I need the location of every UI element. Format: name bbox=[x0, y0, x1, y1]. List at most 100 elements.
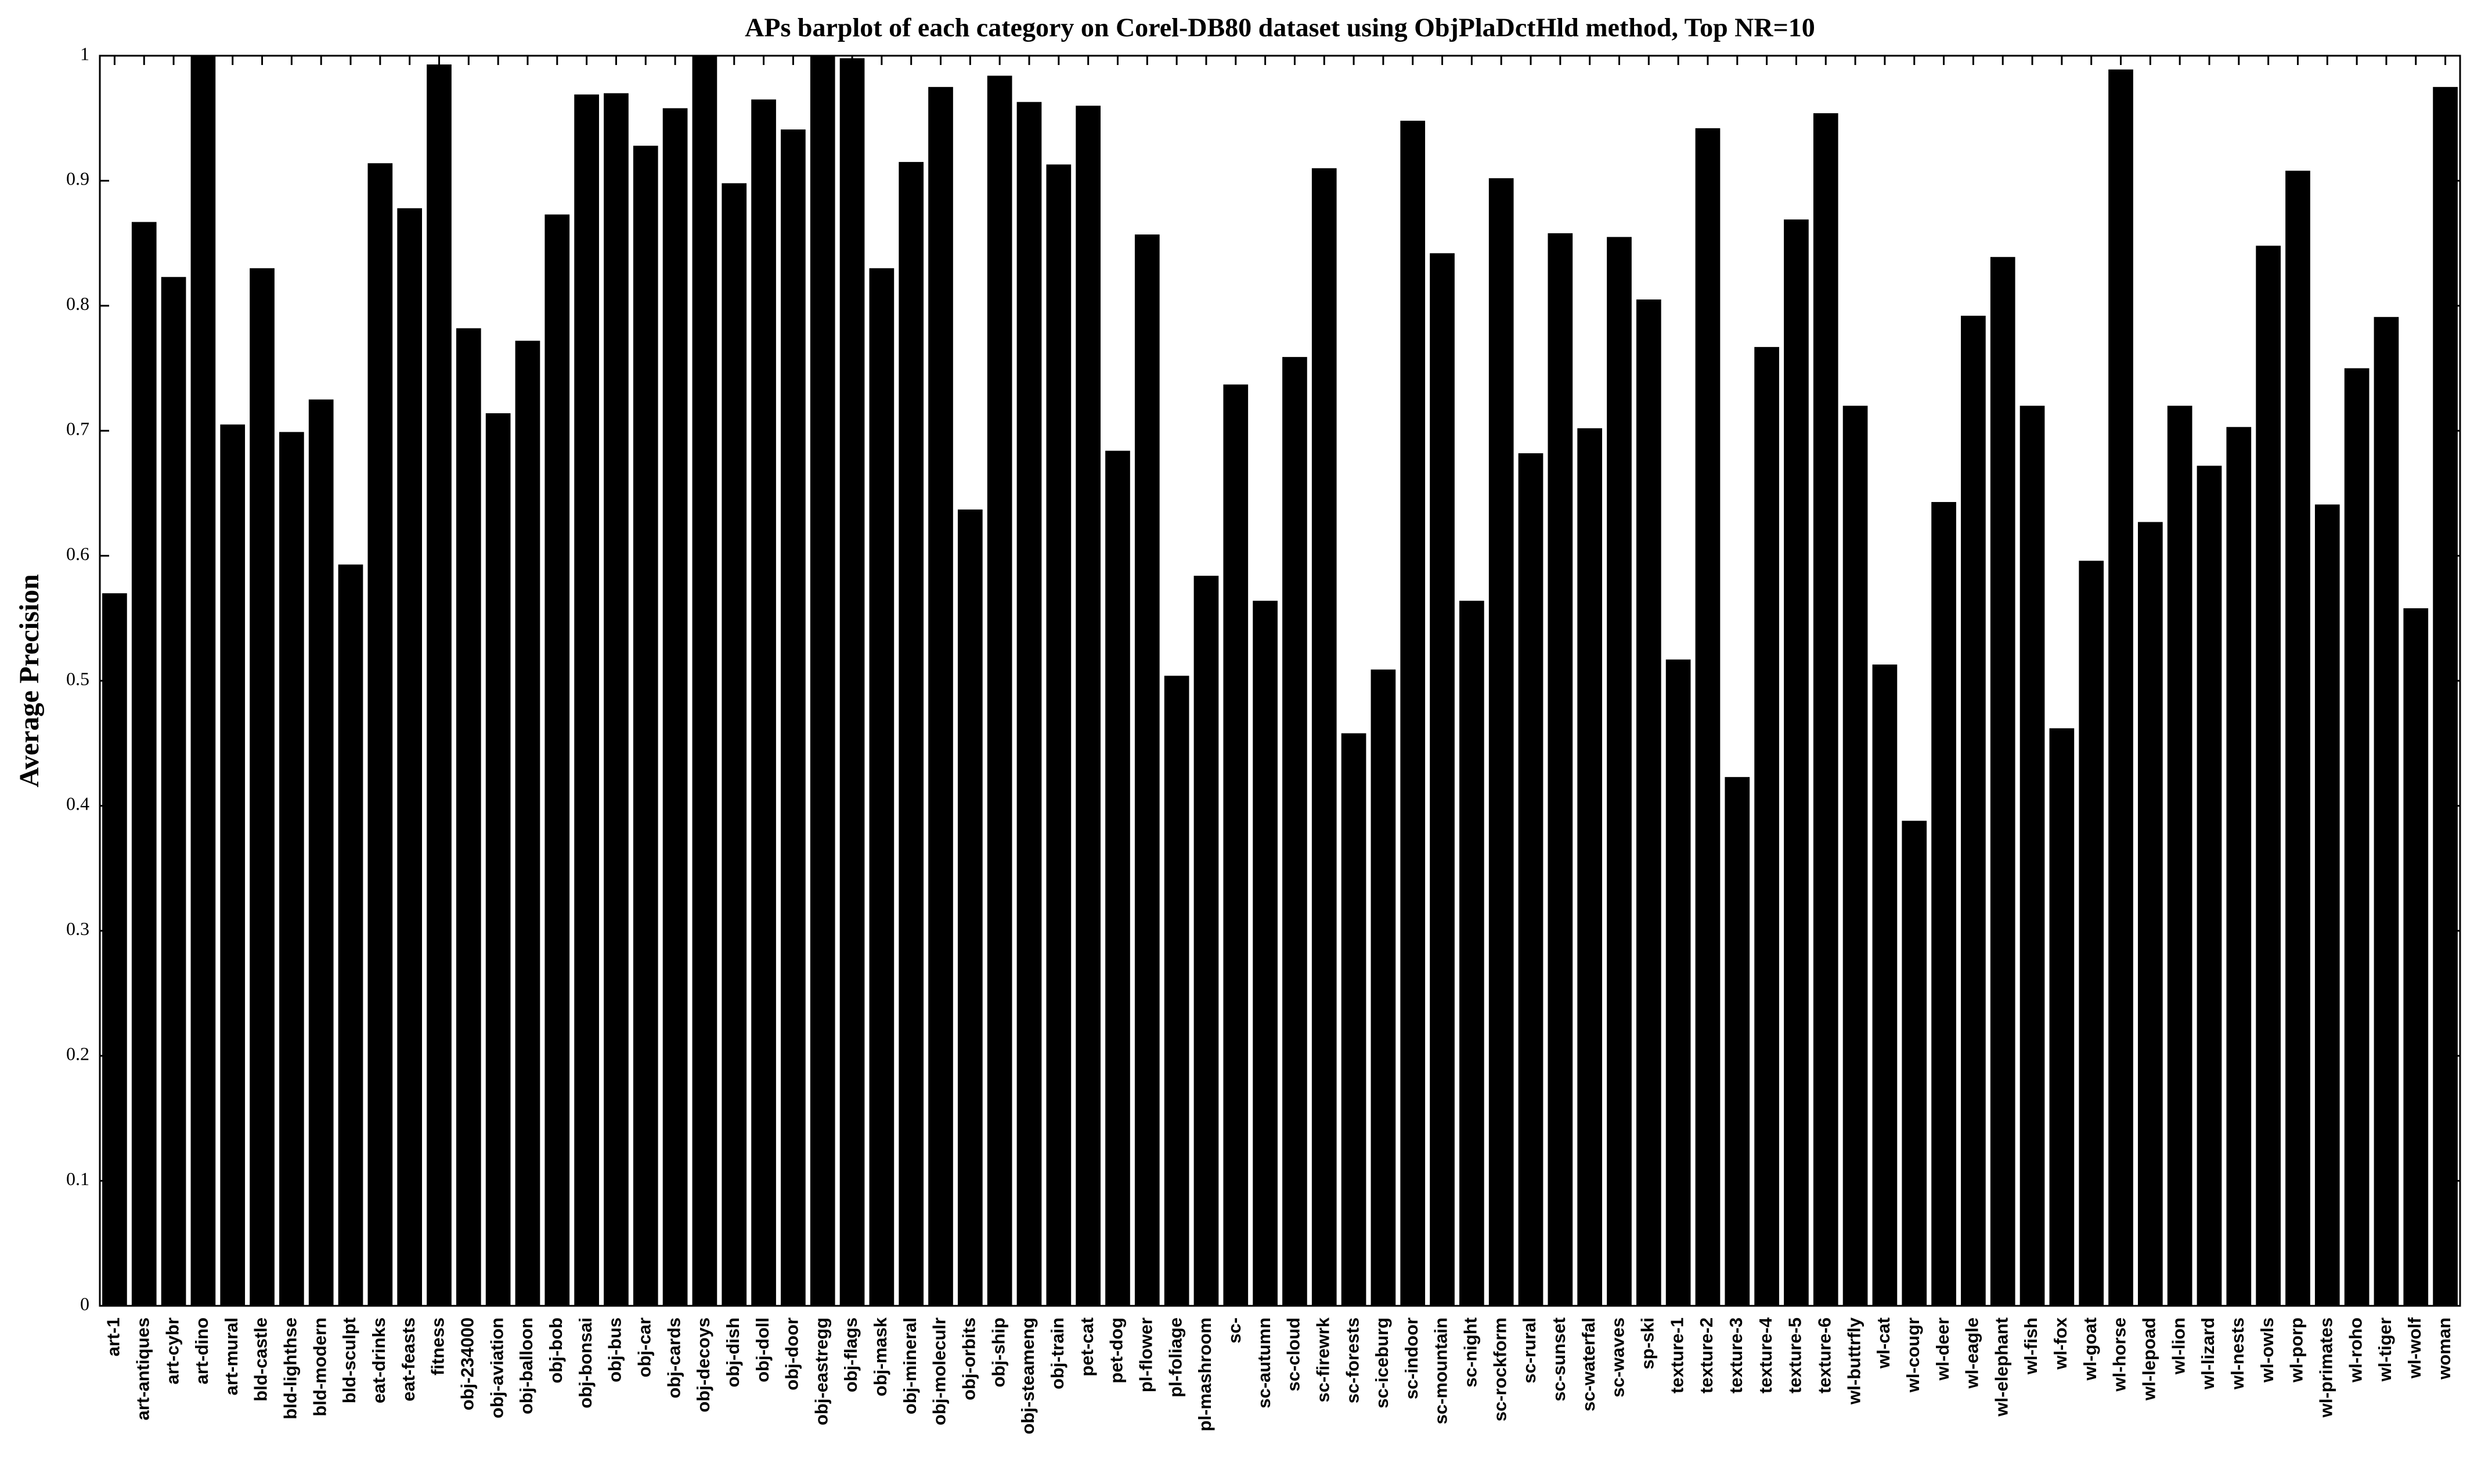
x-tick-label: texture-2 bbox=[1696, 1317, 1716, 1393]
bar bbox=[102, 593, 127, 1306]
bar bbox=[456, 328, 481, 1306]
bar bbox=[2108, 69, 2133, 1306]
bar bbox=[2226, 427, 2252, 1306]
bar bbox=[1459, 601, 1484, 1306]
bar bbox=[131, 222, 157, 1306]
bar bbox=[1784, 219, 1809, 1306]
x-tick-label: obj-bob bbox=[546, 1317, 566, 1384]
x-tick-label: wl-elephant bbox=[1991, 1317, 2011, 1417]
bar bbox=[190, 56, 216, 1306]
x-tick-label: art-mural bbox=[221, 1317, 241, 1395]
x-tick-label: sc-sunset bbox=[1549, 1317, 1569, 1402]
bar bbox=[1371, 669, 1396, 1306]
x-tick-label: sc-iceburg bbox=[1372, 1317, 1392, 1409]
x-tick-label: wl-wolf bbox=[2404, 1317, 2425, 1379]
bar bbox=[781, 129, 806, 1306]
x-tick-label: wl-deer bbox=[1932, 1317, 1953, 1381]
bar bbox=[1134, 234, 1160, 1306]
x-tick-label: obj-orbits bbox=[959, 1317, 979, 1400]
bar bbox=[839, 58, 865, 1306]
x-tick-label: wl-primates bbox=[2316, 1317, 2336, 1418]
y-tick-label: 0.1 bbox=[66, 1168, 89, 1189]
x-tick-label: obj-decoys bbox=[693, 1317, 713, 1413]
x-tick-label: wl-owls bbox=[2257, 1317, 2277, 1383]
x-tick-label: art-1 bbox=[103, 1317, 124, 1356]
x-tick-label: wl-fox bbox=[2050, 1317, 2071, 1370]
bar bbox=[1253, 601, 1278, 1306]
x-tick-label: wl-tiger bbox=[2375, 1317, 2395, 1382]
y-tick-label: 0.4 bbox=[66, 793, 89, 814]
bar bbox=[1872, 664, 1898, 1306]
x-tick-label: sc-rural bbox=[1519, 1317, 1539, 1384]
x-tick-label: sc-waterfal bbox=[1578, 1317, 1599, 1411]
y-axis-label: Average Precision bbox=[14, 574, 45, 787]
x-tick-label: wl-goat bbox=[2080, 1317, 2100, 1381]
bar bbox=[1430, 253, 1455, 1306]
bar bbox=[2019, 406, 2045, 1306]
bar bbox=[987, 75, 1012, 1306]
bar bbox=[2433, 86, 2458, 1306]
x-tick-label: obj-bus bbox=[605, 1317, 625, 1382]
x-tick-label: obj-door bbox=[782, 1317, 802, 1391]
bar bbox=[1665, 659, 1691, 1306]
x-tick-label: obj-ship bbox=[988, 1317, 1008, 1388]
x-tick-label: wl-fish bbox=[2021, 1317, 2041, 1375]
bar bbox=[1577, 428, 1603, 1306]
bar bbox=[1842, 406, 1868, 1306]
x-tick-label: wl-buttrfly bbox=[1844, 1317, 1864, 1405]
x-tick-label: sc-night bbox=[1460, 1317, 1481, 1388]
bar bbox=[1400, 121, 1426, 1306]
bar bbox=[1548, 233, 1573, 1306]
x-tick-label: obj-balloon bbox=[516, 1317, 536, 1414]
bar bbox=[957, 509, 983, 1306]
x-tick-label: sp-ski bbox=[1638, 1317, 1658, 1370]
bar bbox=[1636, 299, 1661, 1306]
bar bbox=[899, 162, 924, 1306]
bar bbox=[1607, 237, 1632, 1306]
x-tick-label: texture-3 bbox=[1726, 1317, 1746, 1393]
bar bbox=[1341, 733, 1366, 1306]
bar bbox=[485, 413, 511, 1306]
bar bbox=[338, 564, 363, 1306]
bar bbox=[1813, 113, 1838, 1306]
x-tick-label: texture-4 bbox=[1755, 1317, 1776, 1393]
x-tick-label: wl-cat bbox=[1873, 1317, 1894, 1369]
bar bbox=[1164, 676, 1189, 1306]
bar bbox=[279, 432, 304, 1306]
x-tick-label: pl-foliage bbox=[1165, 1317, 1185, 1398]
x-tick-label: bld-castle bbox=[251, 1317, 271, 1402]
bar bbox=[810, 56, 835, 1306]
bar bbox=[250, 268, 275, 1306]
bar bbox=[1016, 102, 1042, 1306]
x-tick-label: sc-firewrk bbox=[1312, 1317, 1333, 1402]
bar bbox=[2167, 406, 2192, 1306]
x-tick-label: obj-mask bbox=[870, 1317, 890, 1396]
x-tick-label: woman bbox=[2434, 1317, 2454, 1380]
x-tick-label: obj-train bbox=[1047, 1317, 1068, 1389]
bar bbox=[1931, 501, 1956, 1306]
bar bbox=[515, 341, 540, 1306]
bar bbox=[1046, 164, 1072, 1306]
bar bbox=[2374, 317, 2399, 1306]
bar bbox=[2197, 465, 2222, 1306]
bar bbox=[574, 94, 599, 1306]
bar bbox=[2079, 561, 2104, 1306]
x-tick-label: obj-doll bbox=[752, 1317, 773, 1382]
x-tick-label: bld-modern bbox=[309, 1317, 330, 1417]
bar bbox=[220, 424, 246, 1306]
x-tick-label: texture-6 bbox=[1814, 1317, 1834, 1393]
x-tick-label: obj-moleculr bbox=[929, 1317, 950, 1425]
x-tick-label: wl-lion bbox=[2168, 1317, 2188, 1375]
y-tick-label: 0.7 bbox=[66, 418, 89, 439]
bar bbox=[427, 64, 452, 1306]
bar bbox=[1902, 821, 1927, 1306]
x-tick-label: sc-forests bbox=[1342, 1317, 1362, 1403]
x-tick-label: eat-drinks bbox=[369, 1317, 389, 1403]
x-tick-label: obj-234000 bbox=[457, 1317, 478, 1410]
bar bbox=[692, 56, 717, 1306]
y-tick-label: 0.9 bbox=[66, 168, 89, 189]
x-tick-label: wl-cougr bbox=[1903, 1317, 1923, 1393]
x-tick-label: obj-mineral bbox=[900, 1317, 920, 1414]
x-tick-label: wl-nests bbox=[2227, 1317, 2248, 1390]
